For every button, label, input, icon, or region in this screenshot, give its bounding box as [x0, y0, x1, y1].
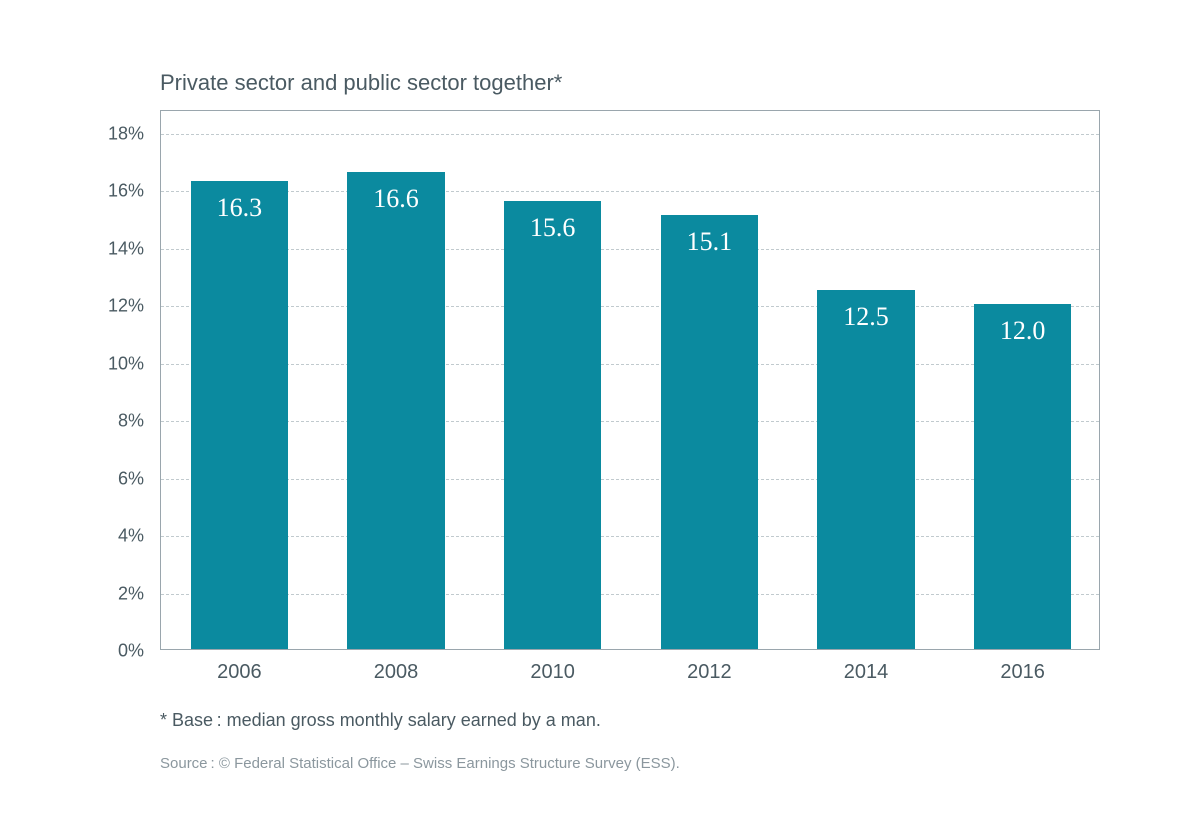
- chart-source: Source : © Federal Statistical Office – …: [160, 755, 680, 772]
- bar-value-label: 15.1: [661, 227, 758, 257]
- bar-value-label: 16.3: [191, 193, 288, 223]
- bar-value-label: 16.6: [347, 184, 444, 214]
- bar: 12.5: [817, 290, 914, 649]
- chart-container: Private sector and public sector togethe…: [0, 0, 1200, 821]
- bar-value-label: 12.5: [817, 302, 914, 332]
- gridline: [161, 594, 1099, 595]
- y-axis-label: 12%: [84, 296, 144, 317]
- x-axis-label: 2012: [687, 661, 732, 684]
- y-axis-label: 4%: [84, 526, 144, 547]
- y-axis-label: 10%: [84, 353, 144, 374]
- bar: 12.0: [974, 304, 1071, 649]
- chart-title: Private sector and public sector togethe…: [160, 70, 562, 96]
- gridline: [161, 364, 1099, 365]
- y-axis-label: 6%: [84, 468, 144, 489]
- y-axis-label: 18%: [84, 123, 144, 144]
- gridline: [161, 134, 1099, 135]
- x-axis-label: 2016: [1000, 661, 1045, 684]
- gridline: [161, 306, 1099, 307]
- x-axis-label: 2014: [844, 661, 889, 684]
- y-axis-label: 14%: [84, 238, 144, 259]
- bar: 15.6: [504, 201, 601, 649]
- plot-area: 0%2%4%6%8%10%12%14%16%18%16.3200616.6200…: [160, 110, 1100, 650]
- bar-value-label: 15.6: [504, 213, 601, 243]
- y-axis-label: 16%: [84, 181, 144, 202]
- bar: 15.1: [661, 215, 758, 649]
- gridline: [161, 191, 1099, 192]
- bar: 16.6: [347, 172, 444, 649]
- gridline: [161, 421, 1099, 422]
- x-axis-label: 2008: [374, 661, 419, 684]
- gridline: [161, 479, 1099, 480]
- y-axis-label: 8%: [84, 411, 144, 432]
- chart-footnote: * Base : median gross monthly salary ear…: [160, 710, 601, 731]
- y-axis-label: 0%: [84, 641, 144, 662]
- x-axis-label: 2010: [530, 661, 575, 684]
- bar: 16.3: [191, 181, 288, 649]
- y-axis-label: 2%: [84, 583, 144, 604]
- gridline: [161, 249, 1099, 250]
- bar-value-label: 12.0: [974, 316, 1071, 346]
- gridline: [161, 536, 1099, 537]
- x-axis-label: 2006: [217, 661, 262, 684]
